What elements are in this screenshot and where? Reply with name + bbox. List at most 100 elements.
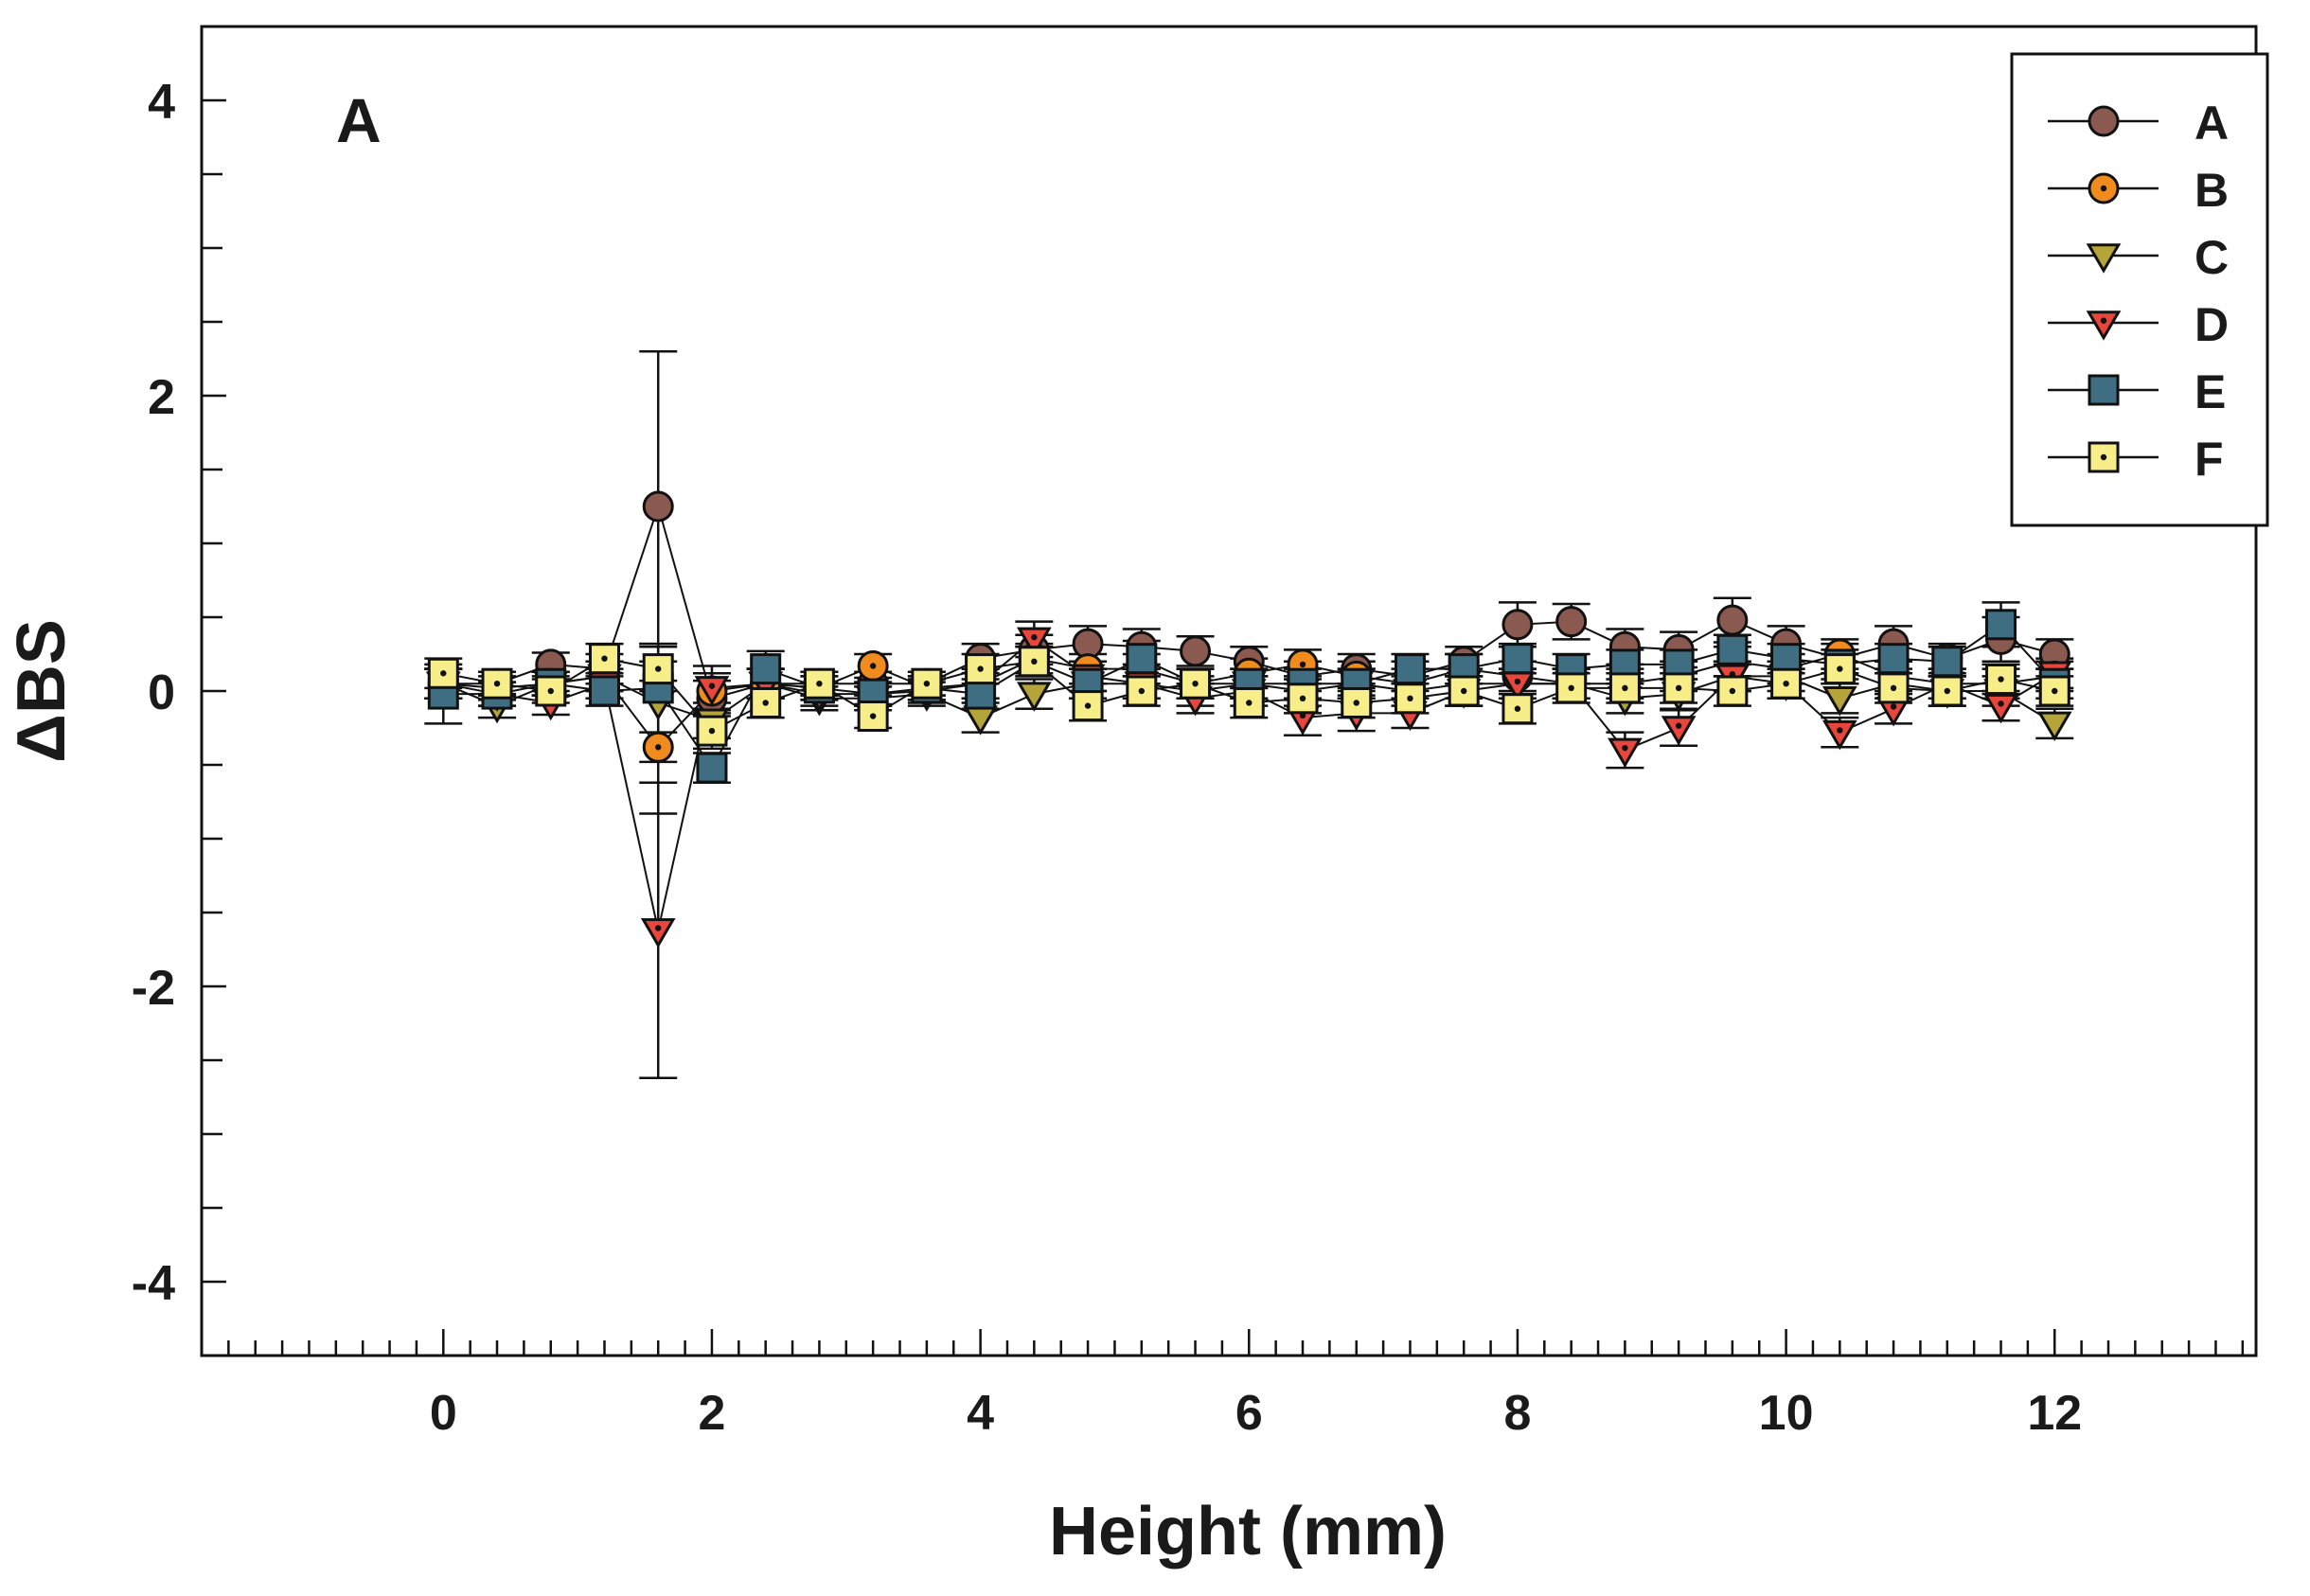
data-point-E	[696, 752, 728, 784]
data-point-F-center-dot	[1890, 684, 1897, 692]
data-point-F-center-dot	[977, 665, 984, 672]
data-point-F-center-dot	[816, 681, 823, 687]
x-tick-label: 12	[2027, 1386, 2082, 1441]
data-point-F-center-dot	[1353, 700, 1359, 706]
data-point-F-center-dot	[1514, 705, 1521, 712]
data-point-F-center-dot	[923, 681, 931, 687]
x-axis-title: Height (mm)	[1049, 1494, 1447, 1569]
data-point-A	[1502, 609, 1534, 641]
legend-label-F: F	[2194, 433, 2224, 486]
data-point-D	[1821, 719, 1857, 751]
data-point-D-center-dot	[1998, 700, 2004, 707]
panel-label: A	[336, 85, 382, 155]
data-point-A	[1180, 635, 1212, 667]
data-point-D-center-dot	[1675, 722, 1682, 729]
data-point-F-center-dot	[1622, 684, 1628, 692]
legend-marker-D	[2086, 310, 2122, 341]
legend-marker-F	[2088, 441, 2120, 473]
legend-label-C: C	[2194, 231, 2229, 284]
data-point-A	[642, 490, 674, 523]
data-point-E	[750, 653, 782, 685]
data-point-F-center-dot	[2052, 687, 2058, 695]
data-point-D-center-dot	[655, 925, 662, 931]
data-point-F	[1555, 672, 1588, 704]
data-point-F	[857, 700, 889, 733]
data-point-D-center-dot	[708, 683, 716, 689]
data-point-D-center-dot	[1031, 633, 1038, 641]
data-point-F-center-dot	[1299, 695, 1306, 701]
data-point-C	[2036, 711, 2072, 742]
data-point-E	[1126, 643, 1158, 675]
data-point-D-center-dot	[1837, 727, 1843, 734]
data-point-A	[1555, 606, 1588, 638]
data-point-E	[965, 678, 997, 710]
x-tick-label: 2	[698, 1386, 725, 1441]
data-point-F-center-dot	[1461, 687, 1467, 695]
data-point-E	[1716, 633, 1749, 665]
data-point-D	[1016, 627, 1052, 658]
data-point-F-center-dot	[1998, 676, 2004, 683]
data-point-B-center-dot	[869, 663, 877, 669]
data-point-F	[1233, 686, 1265, 718]
data-point-E	[1985, 609, 2017, 641]
x-tick-label: 8	[1503, 1386, 1531, 1441]
data-point-F-center-dot	[1246, 700, 1253, 706]
data-point-D	[1608, 737, 1643, 769]
x-tick-label: 10	[1759, 1386, 1814, 1441]
y-axis-title: ΔBS	[4, 619, 80, 763]
data-point-A	[1716, 604, 1749, 636]
data-point-F-center-dot	[1729, 687, 1736, 695]
data-point-F	[1985, 664, 2017, 696]
data-point-F-center-dot	[601, 655, 608, 662]
data-point-C	[1016, 682, 1052, 712]
legend-label-B: B	[2194, 164, 2229, 217]
data-point-F-center-dot	[1783, 681, 1789, 687]
data-point-F-center-dot	[1675, 684, 1682, 692]
data-point-F-center-dot	[493, 681, 501, 687]
data-point-F-center-dot	[1031, 658, 1038, 665]
data-point-F-center-dot	[762, 700, 769, 706]
data-point-F-center-dot	[1192, 681, 1199, 687]
y-tick-label: 0	[148, 665, 175, 720]
data-point-E	[1931, 646, 1964, 678]
data-point-F	[427, 657, 459, 689]
data-point-E	[588, 675, 620, 707]
data-point-B-center-dot	[655, 744, 662, 751]
data-point-D	[640, 917, 676, 949]
data-series	[424, 349, 2074, 1079]
data-point-F-center-dot	[869, 713, 877, 719]
data-point-F-center-dot	[655, 665, 662, 672]
data-point-F	[1770, 667, 1803, 700]
data-point-F	[1662, 672, 1695, 704]
data-point-F-center-dot	[1138, 687, 1146, 695]
data-point-E	[1877, 643, 1910, 675]
data-point-B-center-dot	[1299, 661, 1306, 668]
data-point-F	[696, 715, 728, 747]
legend-marker-A	[2088, 105, 2120, 137]
series-markers-F	[427, 643, 2070, 747]
legend-marker-C	[2086, 243, 2122, 274]
data-point-F-center-dot	[1084, 702, 1092, 709]
data-point-D-center-dot	[1622, 744, 1628, 752]
legend-label-E: E	[2194, 365, 2226, 418]
y-tick-label: -4	[132, 1256, 175, 1311]
legend-label-A: A	[2194, 97, 2229, 150]
legend-label-D: D	[2194, 298, 2229, 351]
x-tick-label: 4	[967, 1386, 994, 1441]
data-point-D	[694, 676, 730, 706]
legend-marker-F-center-dot	[2100, 453, 2107, 461]
legend-box	[2010, 52, 2269, 527]
data-point-E	[1394, 653, 1426, 685]
data-point-F-center-dot	[1568, 684, 1574, 692]
x-tick-label: 0	[430, 1386, 457, 1441]
legend-marker-B-center-dot	[2100, 185, 2107, 192]
data-point-F-center-dot	[1944, 687, 1950, 695]
data-point-C	[1821, 686, 1857, 717]
data-point-F-center-dot	[440, 670, 447, 677]
legend-marker-D-center-dot	[2100, 317, 2107, 324]
data-point-F-center-dot	[708, 727, 716, 735]
data-point-D-center-dot	[1514, 678, 1521, 685]
data-point-E	[1502, 643, 1534, 675]
